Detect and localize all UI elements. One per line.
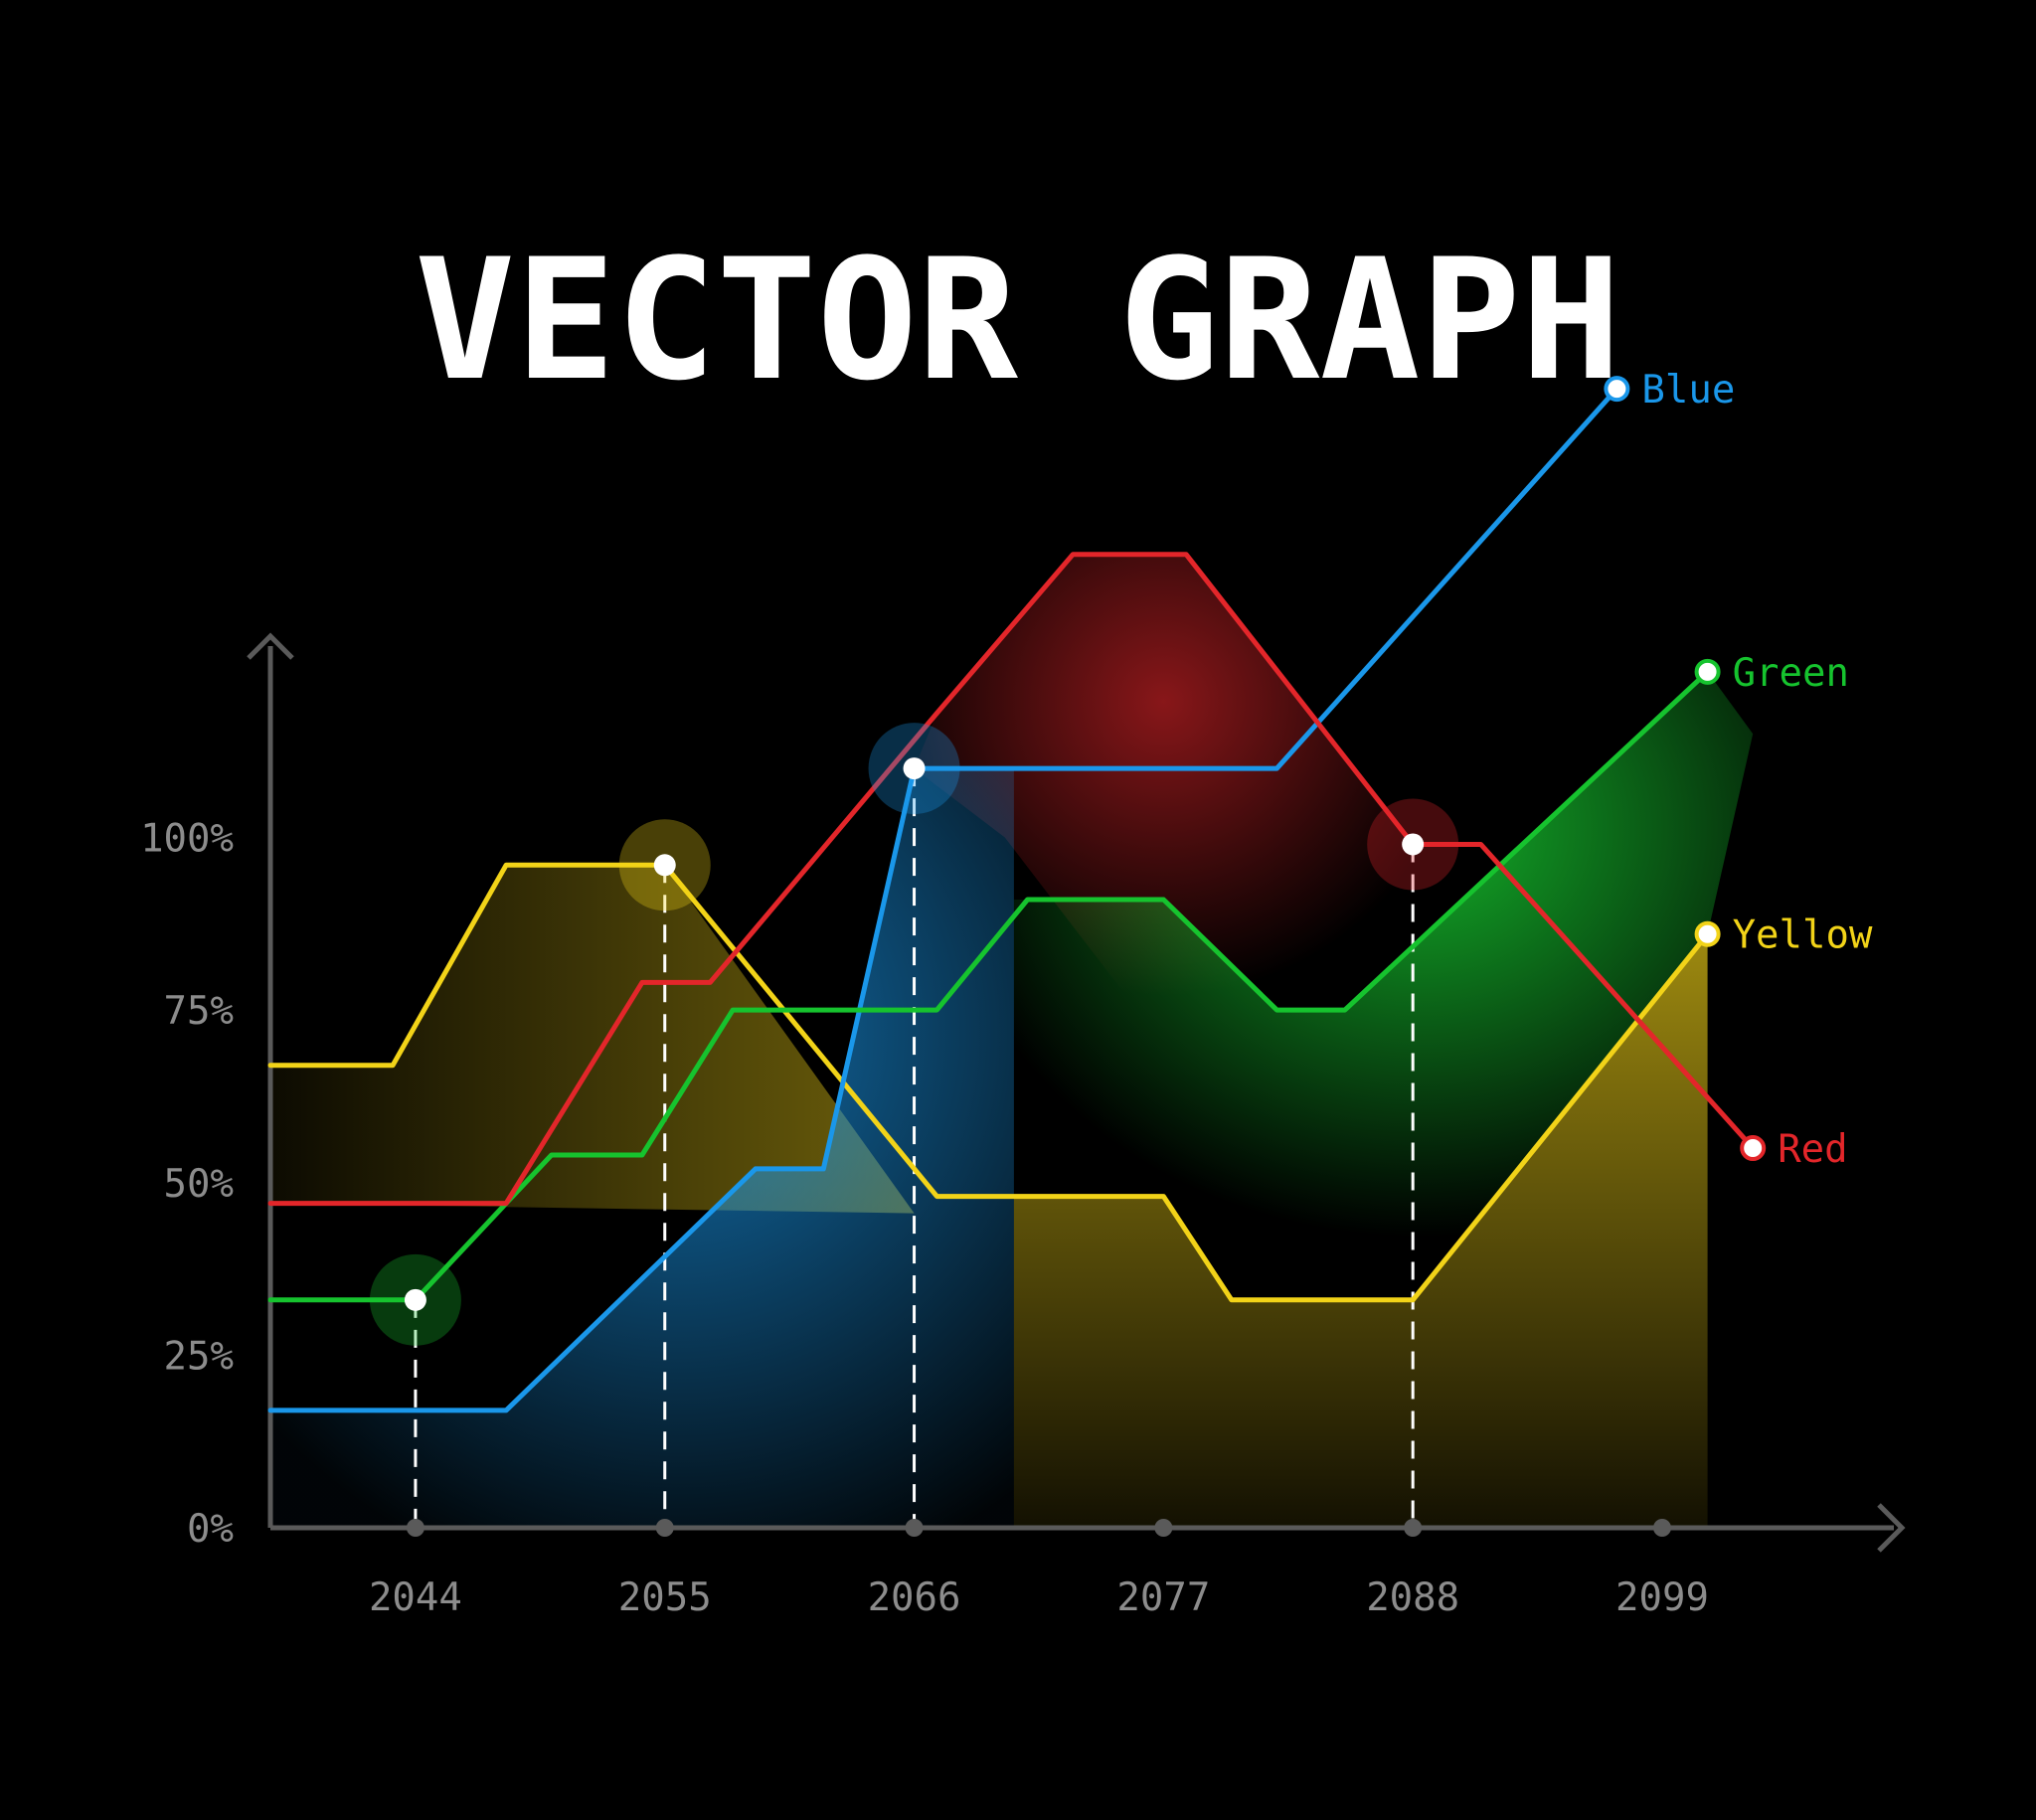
x-tick-dot — [1404, 1519, 1423, 1537]
x-tick-dot — [1652, 1519, 1671, 1537]
y-tick-label: 100% — [140, 817, 234, 862]
endpoint-yellow — [1694, 920, 1721, 947]
axes — [247, 632, 1906, 1553]
y-axis-arrow-icon — [247, 632, 294, 660]
tick-marks — [406, 1519, 1671, 1537]
area-yellow-left — [270, 865, 915, 1214]
area-green — [1013, 671, 1754, 1300]
area-fills — [270, 554, 1754, 1528]
x-tick-dot — [655, 1519, 674, 1537]
point-green — [404, 1288, 426, 1311]
x-tick-label: 2077 — [1116, 1575, 1210, 1620]
highlight-markers — [369, 723, 1459, 1346]
legend-label-red: Red — [1778, 1127, 1847, 1172]
endpoint-green — [1694, 658, 1721, 685]
point-blue — [903, 757, 926, 780]
endpoint-red — [1740, 1135, 1767, 1162]
x-tick-label: 2066 — [868, 1575, 961, 1620]
x-tick-dot — [406, 1519, 424, 1537]
y-tick-label: 25% — [164, 1334, 234, 1379]
line-red — [267, 552, 1756, 1207]
y-tick-label: 50% — [164, 1162, 234, 1207]
area-blue — [270, 768, 1014, 1528]
x-tick-dot — [905, 1519, 924, 1537]
chart-title: VECTOR GRAPH — [415, 223, 1621, 417]
legend-label-green: Green — [1733, 651, 1849, 696]
endpoint-blue — [1604, 376, 1630, 403]
x-tick-dot — [1154, 1519, 1173, 1537]
area-red — [914, 554, 1414, 1045]
legend-label-blue: Blue — [1641, 368, 1735, 413]
area-yellow-right — [1013, 933, 1708, 1528]
x-tick-label: 2088 — [1366, 1575, 1459, 1620]
tick-labels: 2044 2055 2066 2077 2088 2099 0% 25% 50% 75% 100% — [140, 817, 1709, 1620]
legend-label-yellow: Yellow — [1733, 913, 1873, 958]
x-tick-label: 2044 — [369, 1575, 462, 1620]
series-endpoints: Blue Red Green Yellow — [1604, 368, 1873, 1172]
y-tick-label: 0% — [187, 1507, 234, 1552]
highlight-dashes — [414, 768, 1415, 1528]
y-tick-label: 75% — [164, 989, 234, 1034]
point-yellow — [653, 854, 676, 877]
point-red — [1402, 833, 1425, 856]
x-axis-arrow-icon — [1877, 1503, 1906, 1553]
line-blue — [267, 386, 1619, 1413]
series-lines — [267, 386, 1756, 1413]
x-tick-label: 2099 — [1615, 1575, 1709, 1620]
x-tick-label: 2055 — [618, 1575, 712, 1620]
line-yellow — [267, 862, 1711, 1303]
